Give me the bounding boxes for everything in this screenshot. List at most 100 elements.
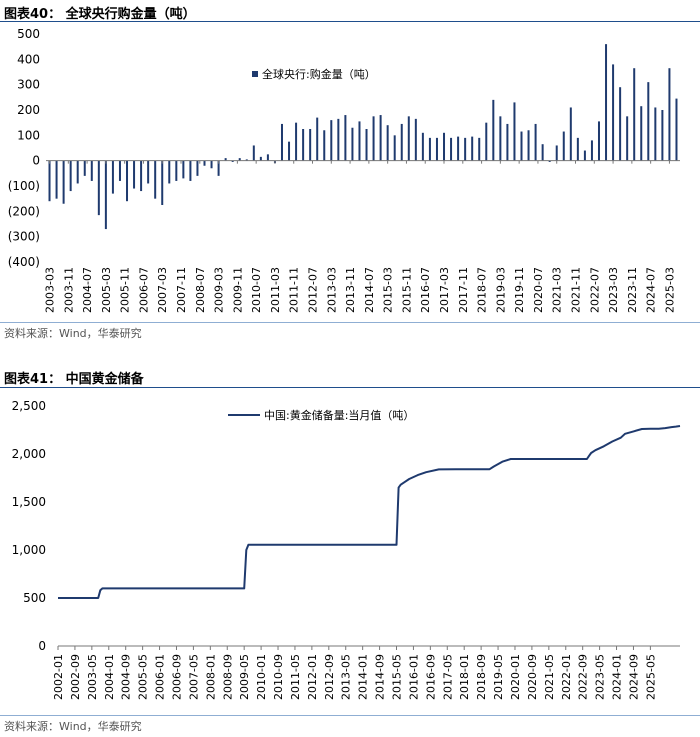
chart1-bar <box>668 68 671 161</box>
chart1-bar <box>323 130 326 161</box>
chart1-bars <box>48 44 678 230</box>
chart1-ytick-label: (100) <box>8 179 40 193</box>
chart1-svg: (400) (300) (200) (100) 0 100 200 300 400 500 200… <box>8 27 680 313</box>
chart1-xtick-label: 2008-07 <box>194 267 207 313</box>
chart1-xtick-label: 2010-07 <box>250 267 263 313</box>
chart2-ytick-label: 0 <box>38 639 46 653</box>
chart1-xtick-label: 2020-07 <box>532 267 545 313</box>
chart1-bar <box>245 159 248 161</box>
chart1-bar <box>633 68 636 161</box>
chart1-bar <box>140 160 143 192</box>
chart1-caption: 图表40： 全球央行购金量（吨） <box>4 7 196 22</box>
chart1-bar <box>492 99 495 161</box>
chart1-xtick-label: 2004-07 <box>81 267 94 313</box>
chart1-ytick-label: 300 <box>17 78 40 92</box>
chart2-xtick-label: 2010-01 <box>255 654 268 700</box>
chart1-xtick-label: 2007-03 <box>156 267 169 313</box>
chart1-bar <box>48 160 51 202</box>
chart1-bar <box>541 144 544 161</box>
chart2-ytick-label: 500 <box>23 591 46 605</box>
chart2-xtick-label: 2022-01 <box>560 654 573 700</box>
chart1-legend-swatch <box>252 71 258 77</box>
chart1-bar <box>506 123 509 161</box>
chart1-xtick-label: 2011-11 <box>288 267 301 313</box>
chart1-source-rule <box>0 322 700 323</box>
chart1-bar <box>605 44 608 161</box>
chart1-xtick-label: 2013-11 <box>344 267 357 313</box>
chart2-series-line <box>58 425 681 599</box>
chart2-x-axis: 2002-01 2002-09 2003-05 2004-01 2004-09 2005-… <box>52 646 657 700</box>
chart1-bar <box>640 106 643 161</box>
chart1-bar <box>457 136 460 161</box>
chart1-bar <box>189 160 192 181</box>
chart1-bar <box>583 150 586 161</box>
chart1-bar <box>147 160 150 184</box>
chart1-bar <box>520 131 523 161</box>
chart1-bar <box>407 116 410 161</box>
chart2-xtick-label: 2013-05 <box>340 654 353 700</box>
chart1-ytick-label: 0 <box>32 154 40 168</box>
chart1-bar <box>231 160 234 162</box>
chart2-xtick-label: 2023-05 <box>594 654 607 700</box>
chart1-xtick-label: 2024-07 <box>645 267 658 313</box>
chart1-x-axis: 2003-03 2003-11 2004-07 2005-03 2005-11 2006-… <box>44 160 676 313</box>
chart1-bar <box>175 160 178 181</box>
chart2-xtick-label: 2017-05 <box>441 654 454 700</box>
chart1-bar <box>612 64 615 161</box>
chart1-source: 资料来源：Wind，华泰研究 <box>4 327 142 340</box>
chart2-ytick-label: 1,500 <box>12 495 46 509</box>
chart2-xtick-label: 2006-09 <box>170 654 183 700</box>
chart1-bar <box>161 160 164 205</box>
chart2-xtick-label: 2018-09 <box>475 654 488 700</box>
chart1-bar <box>203 160 206 166</box>
chart1-bar <box>597 121 600 161</box>
chart1-bar <box>238 158 241 161</box>
chart1-legend: 全球央行:购金量（吨） <box>252 67 376 81</box>
chart1-ytick-label: 400 <box>17 52 40 66</box>
chart1-bar <box>344 115 347 161</box>
chart2-xtick-label: 2016-09 <box>424 654 437 700</box>
chart1-bar <box>351 127 354 161</box>
chart1-bar <box>386 125 389 161</box>
chart1-bar <box>555 145 558 161</box>
chart1-bar <box>590 140 593 161</box>
chart2-xtick-label: 2022-09 <box>577 654 590 700</box>
chart2-caption: 图表41： 中国黄金储备 <box>4 372 144 387</box>
chart1-bar <box>224 158 227 161</box>
chart2-xtick-label: 2016-01 <box>407 654 420 700</box>
chart2-legend: 中国:黄金储备量:当月值（吨） <box>228 408 414 422</box>
chart1-bar <box>295 122 298 161</box>
chart1-bar <box>55 160 58 199</box>
chart2-xtick-label: 2003-05 <box>86 654 99 700</box>
chart1-bar <box>330 120 333 161</box>
chart1-xtick-label: 2018-07 <box>476 267 489 313</box>
chart1-bar <box>69 160 72 192</box>
chart1-bar <box>527 130 530 161</box>
chart1-xtick-label: 2025-03 <box>663 267 676 313</box>
chart1-bar <box>421 132 424 161</box>
chart1-bar <box>443 132 446 161</box>
chart1-bar <box>471 136 474 161</box>
chart2-ytick-label: 2,500 <box>12 399 46 413</box>
chart1-xtick-label: 2003-03 <box>44 267 57 313</box>
chart1-xtick-label: 2019-03 <box>494 267 507 313</box>
chart2-xtick-label: 2004-09 <box>120 654 133 700</box>
chart1-xtick-label: 2012-07 <box>307 267 320 313</box>
chart1-bar <box>478 137 481 161</box>
chart1-bar <box>280 123 283 161</box>
chart1-bar <box>365 129 368 161</box>
chart1-bar <box>266 154 269 161</box>
chart1-xtick-label: 2005-11 <box>119 267 132 313</box>
chart1-xtick-label: 2005-03 <box>100 267 113 313</box>
chart1-bar <box>464 137 467 161</box>
chart1-bar <box>168 160 171 184</box>
chart1-bar <box>379 115 382 161</box>
chart1-bar <box>499 116 502 161</box>
chart1-xtick-label: 2015-03 <box>382 267 395 313</box>
chart1-bar <box>661 110 664 161</box>
chart1-bar <box>414 118 417 161</box>
chart2-legend-label: 中国:黄金储备量:当月值（吨） <box>264 408 414 422</box>
chart2-xtick-label: 2008-01 <box>204 654 217 700</box>
chart2-xtick-label: 2002-09 <box>69 654 82 700</box>
chart1-bar <box>485 122 488 161</box>
